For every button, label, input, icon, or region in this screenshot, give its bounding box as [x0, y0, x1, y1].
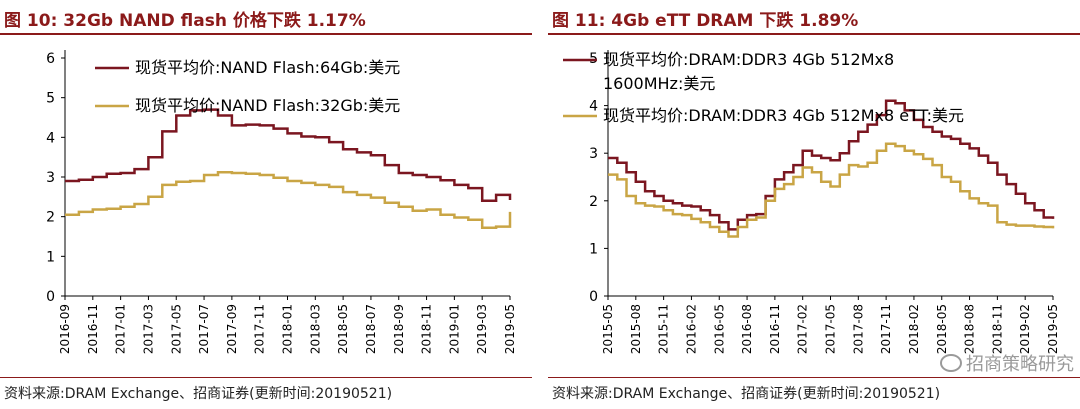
x-tick-label: 2016-02 — [684, 304, 698, 354]
x-tick-label: 2019-03 — [475, 304, 489, 354]
figure-10-source: 资料来源:DRAM Exchange、招商证券(更新时间:20190521) — [4, 386, 393, 402]
y-tick-label: 4 — [589, 99, 598, 115]
figure-10: 图 10: 32Gb NAND flash 价格下跌 1.17% 0 1 2 3 4 5 6… — [0, 0, 532, 409]
figure-10-title: 图 10: 32Gb NAND flash 价格下跌 1.17% — [4, 11, 366, 31]
chart-dram: 0123452015-052015-082015-112016-022016-0… — [563, 50, 1060, 354]
x-tick-label: 2019-05 — [503, 304, 517, 354]
y-tick-label: 0 — [589, 289, 598, 305]
x-tick-label: 2018-11 — [420, 304, 434, 354]
x-tick-label: 2017-05 — [169, 304, 183, 354]
chart-nand-flash: 0 1 2 3 4 5 6 2016-09 2016-11 2017-01 2017-03 2017-… — [46, 50, 517, 354]
x-tick-label: 2017-08 — [851, 304, 865, 354]
y-tick-label: 5 — [46, 91, 55, 107]
figure-11-source: 资料来源:DRAM Exchange、招商证券(更新时间:20190521) — [552, 386, 941, 402]
y-tick-label: 3 — [589, 146, 598, 162]
x-tick-label: 2015-11 — [657, 304, 671, 354]
legend-label: 现货平均价:DRAM:DDR3 4Gb 512Mx8 1600MHz:美元 — [603, 50, 894, 93]
x-tick-label: 2018-08 — [963, 304, 977, 354]
x-tick-label: 2016-09 — [58, 304, 72, 354]
x-tick-label: 2016-11 — [86, 304, 100, 354]
x-tick-label: 2018-01 — [281, 304, 295, 354]
watermark-text: 招商策略研究 — [966, 354, 1074, 375]
x-tick-label: 2018-02 — [907, 304, 921, 354]
x-tick-label: 2016-05 — [712, 304, 726, 354]
x-tick-label: 2016-08 — [740, 304, 754, 354]
x-tick-label: 2017-03 — [141, 304, 155, 354]
series-line-1 — [65, 170, 512, 230]
series-line-0 — [65, 108, 512, 203]
figure-11-title: 图 11: 4Gb eTT DRAM 下跌 1.89% — [552, 11, 859, 31]
x-tick-label: 2018-07 — [364, 304, 378, 354]
x-tick-label: 2016-11 — [768, 304, 782, 354]
series-line-1 — [608, 142, 1055, 238]
x-tick-label: 2015-08 — [629, 304, 643, 354]
wechat-watermark: 招商策略研究 — [940, 350, 1074, 376]
x-tick-label: 2018-03 — [308, 304, 322, 354]
legend-label: 现货平均价:NAND Flash:64Gb:美元 — [135, 58, 400, 77]
x-tick-label: 2018-09 — [392, 304, 406, 354]
legend-label: 现货平均价:DRAM:DDR3 4Gb 512Mx8 eTT:美元 — [603, 106, 964, 125]
legend-label-line: 1600MHz:美元 — [603, 74, 715, 93]
y-tick-label: 2 — [589, 194, 598, 210]
wechat-icon — [940, 354, 962, 372]
x-tick-label: 2015-05 — [601, 304, 615, 354]
series-line-0 — [608, 99, 1055, 231]
x-tick-label: 2019-01 — [447, 304, 461, 354]
legend-label-line: 现货平均价:DRAM:DDR3 4Gb 512Mx8 — [603, 50, 894, 69]
x-tick-label: 2017-01 — [114, 304, 128, 354]
y-tick-label: 2 — [46, 210, 55, 226]
x-tick-label: 2017-11 — [253, 304, 267, 354]
x-tick-label: 2018-05 — [935, 304, 949, 354]
figure-10-source-rule — [0, 377, 532, 378]
x-tick-label: 2017-07 — [197, 304, 211, 354]
figure-10-title-rule — [0, 33, 532, 35]
y-tick-label: 0 — [46, 289, 55, 305]
y-tick-label: 3 — [46, 170, 55, 186]
x-tick-label: 2018-05 — [336, 304, 350, 354]
figure-11-source-rule — [548, 377, 1080, 378]
x-tick-label: 2017-02 — [796, 304, 810, 354]
x-tick-label: 2019-02 — [1018, 304, 1032, 354]
x-tick-label: 2019-05 — [1046, 304, 1060, 354]
figure-11-title-rule — [548, 33, 1080, 35]
y-tick-label: 1 — [589, 241, 598, 257]
x-tick-label: 2017-05 — [824, 304, 838, 354]
figure-11: 图 11: 4Gb eTT DRAM 下跌 1.89% 0123452015-0… — [548, 0, 1080, 409]
y-tick-label: 6 — [46, 51, 55, 67]
y-tick-label: 1 — [46, 249, 55, 265]
x-tick-label: 2017-09 — [225, 304, 239, 354]
x-tick-label: 2017-11 — [879, 304, 893, 354]
y-tick-label: 4 — [46, 130, 55, 146]
legend-label: 现货平均价:NAND Flash:32Gb:美元 — [135, 96, 400, 115]
x-tick-label: 2018-11 — [990, 304, 1004, 354]
